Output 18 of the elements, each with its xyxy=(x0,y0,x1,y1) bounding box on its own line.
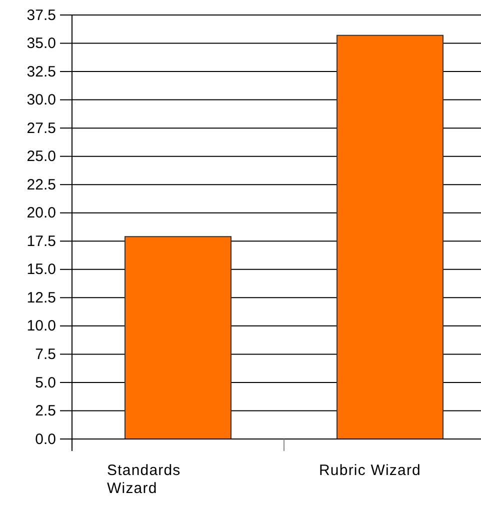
y-tick-label: 37.5 xyxy=(26,6,56,24)
y-tick-label: 35.0 xyxy=(26,35,56,52)
y-tick-label: 0.0 xyxy=(35,430,56,448)
y-tick-label: 12.5 xyxy=(26,289,56,306)
y-tick-label: 20.0 xyxy=(26,204,56,222)
y-tick-label: 17.5 xyxy=(26,232,56,250)
y-tick-label: 15.0 xyxy=(26,261,56,278)
x-tick-label: Rubric Wizard xyxy=(319,462,421,479)
y-tick-label: 10.0 xyxy=(26,318,56,335)
y-tick-label: 22.5 xyxy=(26,176,56,194)
y-tick-label: 7.5 xyxy=(35,346,56,363)
y-tick-label: 27.5 xyxy=(26,120,56,137)
y-tick-label: 2.5 xyxy=(35,402,56,420)
y-tick-label: 32.5 xyxy=(26,63,56,80)
x-tick-label: Standards Wizard xyxy=(107,462,181,497)
y-tick-label: 5.0 xyxy=(35,374,56,392)
y-tick-label: 30.0 xyxy=(26,92,56,109)
y-tick-label: 25.0 xyxy=(26,148,56,166)
